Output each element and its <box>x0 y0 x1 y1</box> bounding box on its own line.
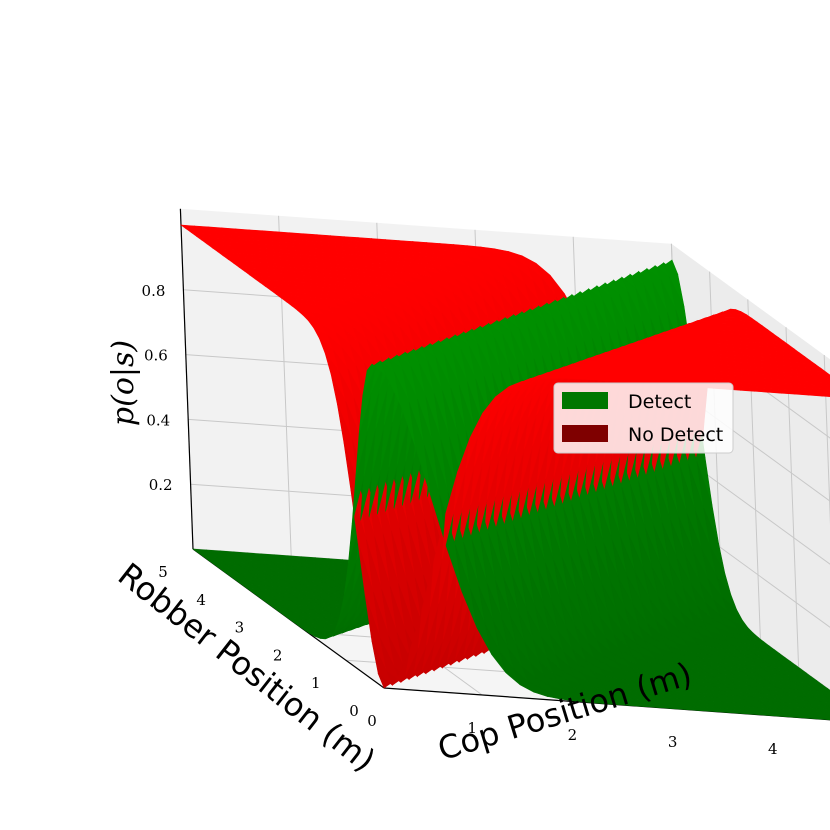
surface-cell-detect <box>817 708 830 714</box>
legend: Detect No Detect <box>553 382 734 454</box>
grid-line <box>678 453 830 565</box>
y-tick-label: 4 <box>196 591 206 609</box>
z-tick-label: 0.6 <box>144 347 168 365</box>
x-tick-label: 0 <box>367 712 377 730</box>
surface-cell-detect <box>825 705 830 709</box>
surface-cell-no-detect <box>821 378 830 384</box>
y-tick-label: 2 <box>273 646 283 664</box>
z-tick-label: 0.2 <box>149 476 173 494</box>
x-tick-label: 4 <box>768 740 778 758</box>
y-tick-label: 3 <box>235 619 245 637</box>
grid-line <box>823 354 830 526</box>
z-axis-label: p(o|s) <box>106 340 141 426</box>
y-tick-label: 1 <box>311 674 321 692</box>
surface-cell-no-detect <box>818 385 830 390</box>
surface-cell-detect <box>822 712 830 717</box>
legend-label-detect: Detect <box>628 391 691 413</box>
z-axis-line <box>179 208 194 550</box>
surface-cell-detect <box>817 690 830 696</box>
z-tick-label: 0.4 <box>146 411 170 429</box>
surface-cell-no-detect <box>816 374 830 380</box>
x-tick-label: 2 <box>568 726 578 744</box>
y-tick-label: 5 <box>158 563 168 581</box>
y-tick-label: 0 <box>349 702 359 720</box>
legend-swatch-detect <box>562 392 608 409</box>
legend-swatch-no-detect <box>562 425 608 442</box>
z-tick-label: 0.8 <box>142 282 166 300</box>
x-tick-label: 3 <box>668 733 678 751</box>
x-tick-label: 1 <box>467 719 477 737</box>
legend-label-no-detect: No Detect <box>628 424 723 446</box>
surface-cell-detect <box>820 701 830 707</box>
surface-cell-detect <box>823 694 830 700</box>
tick-labels: 0123450123450.20.40.60.8 <box>142 282 778 758</box>
surface-cell-no-detect <box>815 391 830 397</box>
surface-cell-no-detect <box>824 388 830 394</box>
